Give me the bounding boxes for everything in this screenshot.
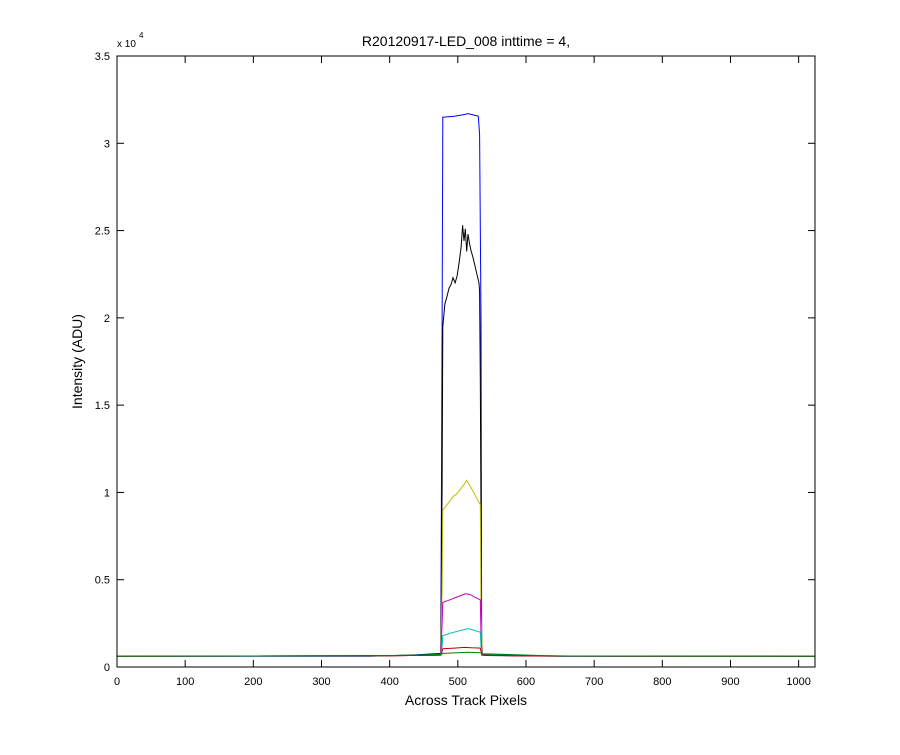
y-tick-label: 0 (104, 662, 110, 674)
x-tick-label: 200 (244, 676, 262, 688)
x-tick-label: 0 (114, 676, 120, 688)
x-tick-label: 300 (312, 676, 330, 688)
y-axis-label: Intensity (ADU) (69, 314, 85, 409)
y-exponent-power: 4 (139, 31, 144, 40)
series-layer (116, 113, 816, 657)
y-tick-label: 2.5 (95, 226, 110, 238)
series-line-4 (116, 593, 816, 657)
y-tick-label: 1 (104, 487, 110, 499)
series-line-7 (116, 651, 816, 657)
ticks-layer: 0 100 200 300 400 500 600 700 800 900 1000 0 0.5 1 1.5… (95, 51, 815, 688)
series-line-3 (116, 479, 816, 657)
x-tick-label: 1000 (786, 676, 810, 688)
x-tick-label: 500 (449, 676, 467, 688)
axes-box (116, 55, 816, 668)
y-tick-label: 3 (104, 138, 110, 150)
x-tick-label: 900 (721, 676, 739, 688)
chart-title: R20120917-LED_008 inttime = 4, (362, 33, 570, 49)
x-tick-label: 700 (585, 676, 603, 688)
y-exponent-base: x 10 (117, 39, 136, 50)
y-tick-label: 1.5 (95, 400, 110, 412)
series-line-6 (116, 646, 816, 657)
x-tick-label: 400 (380, 676, 398, 688)
x-tick-label: 600 (517, 676, 535, 688)
x-axis-label: Across Track Pixels (405, 692, 527, 708)
x-tick-label: 800 (653, 676, 671, 688)
series-line-2 (116, 225, 816, 657)
y-tick-label: 3.5 (95, 51, 110, 63)
y-tick-label: 0.5 (95, 575, 110, 587)
y-tick-label: 2 (104, 313, 110, 325)
x-tick-label: 100 (176, 676, 194, 688)
